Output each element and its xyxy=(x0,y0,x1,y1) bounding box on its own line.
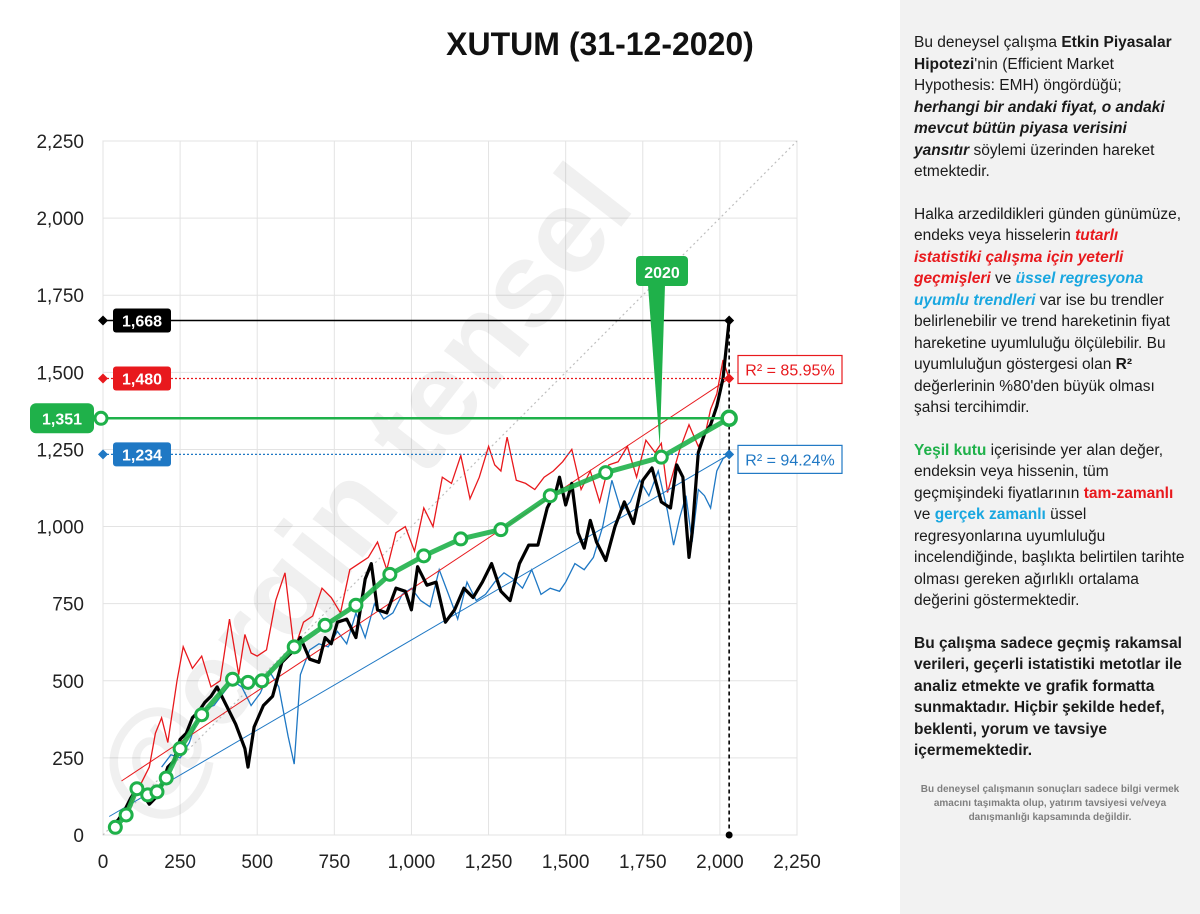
p3-text-f: üssel regresyonlarına uyumluluğu incelen… xyxy=(914,506,1185,609)
chart-area: @ergin tensel 0 250 500 750 1,000 1,250 1,500 1,… xyxy=(30,26,843,873)
label-1668-box xyxy=(113,308,171,333)
callout-box xyxy=(636,256,688,286)
start-diamond xyxy=(98,449,108,460)
green-point xyxy=(118,807,134,823)
green-point xyxy=(542,488,558,504)
green-end-point xyxy=(720,409,738,428)
y-tick-label: 2,000 xyxy=(36,209,84,230)
green-point xyxy=(493,522,509,538)
end-diamond xyxy=(724,373,735,384)
label-1480-text: 1,480 xyxy=(122,372,162,389)
trend-blue-line xyxy=(108,453,730,817)
p1-emphasis: herhangi bir andaki fiyat, o andaki mevc… xyxy=(914,98,1165,159)
y-tick-label: 1,500 xyxy=(36,363,84,384)
label-1234-box xyxy=(113,442,171,467)
x-tick-label: 1,250 xyxy=(465,852,513,873)
callout-pointer xyxy=(648,285,665,448)
callout-text: 2020 xyxy=(644,265,680,282)
chart-title: XUTUM (31-12-2020) xyxy=(446,26,754,62)
p1-text-c: 'nin (Efficient Market Hypothesis: EMH) … xyxy=(914,55,1122,95)
green-point xyxy=(598,465,614,481)
p2-red-text: tutarlı istatistiki çalışma için yeterli… xyxy=(914,227,1124,287)
green-point xyxy=(149,784,165,800)
panel-paragraph-1: Bu deneysel çalışma Etkin Piyasalar Hipo… xyxy=(914,32,1186,183)
label-1351-box xyxy=(30,403,94,434)
green-point xyxy=(172,741,188,757)
panel-paragraph-4: Bu çalışma sadece geçmiş rakamsal verile… xyxy=(914,634,1182,760)
y-tick-label: 250 xyxy=(52,749,84,770)
panel-paragraph-3: Yeşil kutu içerisinde yer alan değer, en… xyxy=(914,440,1186,612)
p2-r2: R² xyxy=(1115,356,1132,373)
label-1480-box xyxy=(113,366,171,391)
green-point xyxy=(194,707,210,723)
y-tick-label: 1,750 xyxy=(36,286,84,307)
green-point xyxy=(158,770,174,786)
x-tick-label: 1,500 xyxy=(542,852,590,873)
p1-emh-term: Etkin Piyasalar Hipotezi xyxy=(914,34,1172,73)
green-point xyxy=(107,819,123,835)
p1-text-e: söylemi üzerinden hareket etmektedir. xyxy=(914,141,1155,181)
r2-red-box xyxy=(737,354,843,385)
p2-text-g: değerlerinin %80'den büyük olması şahsi … xyxy=(914,377,1155,417)
y-tick-label: 750 xyxy=(52,595,84,616)
green-point xyxy=(416,548,432,564)
y-tick-label: 1,000 xyxy=(36,518,84,539)
green-point xyxy=(382,566,398,582)
end-diamond xyxy=(724,449,735,460)
label-1668-text: 1,668 xyxy=(122,314,162,331)
p3-cyan-text: gerçek zamanlı xyxy=(934,506,1046,523)
disclaimer: Bu deneysel çalışmanın sonuçları sadece … xyxy=(920,783,1180,823)
green-point xyxy=(225,671,241,687)
x-tick-label: 750 xyxy=(318,852,350,873)
p3-text-b: içerisinde yer alan değer, endeksin veya… xyxy=(914,441,1164,502)
r2-blue-text: R² = 94.24% xyxy=(745,452,834,469)
x-tick-label: 1,750 xyxy=(619,852,667,873)
r2-blue-box xyxy=(737,444,843,474)
series-red-line xyxy=(120,359,730,817)
x-tick-label: 500 xyxy=(241,852,273,873)
green-point xyxy=(317,617,333,633)
green-point xyxy=(286,639,302,655)
x-tick-label: 2,250 xyxy=(773,852,821,873)
green-point xyxy=(254,673,270,689)
x-tick-label: 0 xyxy=(98,852,109,873)
y-tick-label: 500 xyxy=(52,672,84,693)
green-point xyxy=(348,597,364,613)
green-point xyxy=(453,531,469,547)
p2-text-e: var ise bu trendler belirlenebilir ve tr… xyxy=(914,291,1170,374)
label-1234-text: 1,234 xyxy=(122,447,162,464)
y-tick-label: 1,250 xyxy=(36,440,84,461)
end-axis-dot xyxy=(725,831,733,839)
x-tick-label: 2,000 xyxy=(696,852,744,873)
p1-text-a: Bu deneysel çalışma xyxy=(914,34,1062,51)
end-diamond xyxy=(724,315,735,326)
r2-red-text: R² = 85.95% xyxy=(745,363,834,380)
x-tick-label: 1,000 xyxy=(388,852,436,873)
p3-red-text: tam-zamanlı xyxy=(1083,484,1174,502)
start-diamond xyxy=(98,315,108,326)
label-1351-point xyxy=(93,410,109,426)
series-blue-line xyxy=(161,453,730,768)
side-panel: Bu deneysel çalışma Etkin Piyasalar Hipo… xyxy=(900,0,1200,914)
label-1351-text: 1,351 xyxy=(42,411,82,428)
p3-text-d: ve xyxy=(914,506,935,523)
y-tick-label: 2,250 xyxy=(36,132,84,153)
p2-text-a: Halka arzedildikleri günden günümüze, en… xyxy=(914,205,1182,245)
p2-cyan-text: üssel regresyona uyumlu trendleri xyxy=(914,270,1144,309)
x-tick-label: 250 xyxy=(164,852,196,873)
start-diamond xyxy=(98,373,108,384)
diagonal-reference xyxy=(102,140,798,836)
y-tick-label: 0 xyxy=(73,826,84,847)
green-point xyxy=(653,449,669,465)
p2-text-c: ve xyxy=(990,270,1016,287)
green-point xyxy=(129,781,145,797)
p3-green-text: Yeşil kutu xyxy=(914,441,987,459)
green-point xyxy=(240,674,256,690)
panel-paragraph-2: Halka arzedildikleri günden günümüze, en… xyxy=(914,204,1186,419)
